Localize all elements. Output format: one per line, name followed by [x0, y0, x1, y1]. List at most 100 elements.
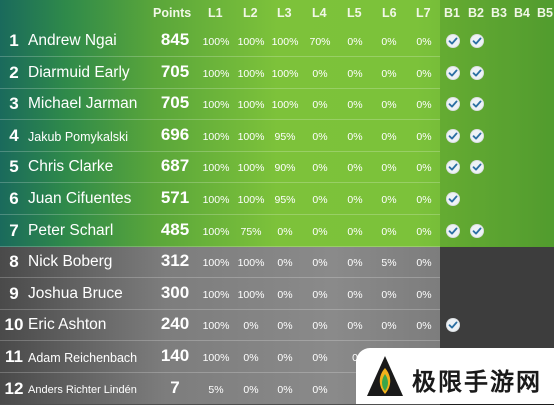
player-points: 240 — [160, 314, 190, 334]
player-name: Juan Cifuentes — [28, 190, 132, 207]
bonus-1-check-icon — [446, 160, 460, 175]
bonus-1-check-icon — [446, 128, 460, 143]
level-header-6: L6 — [382, 6, 397, 20]
level-2-score: 0% — [243, 383, 259, 396]
bonus-header-5: B5 — [537, 6, 553, 20]
level-7-score: 0% — [416, 99, 432, 112]
player-points: 687 — [160, 156, 190, 176]
level-7-score: 0% — [416, 288, 432, 301]
row-divider — [0, 150, 440, 152]
row-divider — [0, 277, 440, 279]
bonus-1-check-icon — [446, 65, 460, 80]
level-4-score: 0% — [312, 352, 328, 364]
bonus-2-check-icon — [470, 34, 484, 48]
bonus-1-check-icon — [446, 223, 460, 238]
bonus-1-check-icon — [446, 34, 460, 48]
level-5-score: 0% — [347, 130, 363, 143]
table-row: 7 Peter Scharl 485 100% 75% 0% 0% 0% 0% 0% — [0, 216, 554, 247]
level-3-score: 0% — [277, 257, 293, 270]
level-2-score: 100% — [237, 162, 265, 175]
level-7-score: 0% — [416, 257, 432, 270]
level-2-score: 100% — [237, 99, 265, 112]
bonus-2-check-icon — [470, 65, 484, 80]
table-row: 3 Michael Jarman 705 100% 100% 100% 0% 0% 0% 0% — [0, 89, 554, 121]
bonus-1-check-icon — [446, 97, 460, 112]
level-1-score: 100% — [202, 225, 230, 238]
level-3-score: 100% — [271, 67, 299, 80]
rank-number: 6 — [9, 189, 19, 208]
level-header-4: L4 — [312, 6, 327, 20]
level-2-score: 100% — [237, 130, 265, 143]
level-3-score: 0% — [277, 320, 293, 333]
rank-number: 7 — [9, 220, 19, 240]
level-3-score: 0% — [277, 225, 293, 238]
rank-number: 8 — [9, 252, 19, 272]
level-6-score: 0% — [381, 194, 397, 206]
bonus-header-2: B2 — [468, 6, 484, 20]
rank-number: 5 — [9, 157, 19, 177]
level-header-3: L3 — [277, 6, 292, 20]
level-5-score: 0% — [347, 194, 363, 206]
table-row: 10 Eric Ashton 240 100% 0% 0% 0% 0% 0% 0% — [0, 310, 554, 342]
player-name: Michael Jarman — [28, 95, 138, 113]
player-points: 705 — [160, 93, 190, 113]
bonus-1-check-icon — [446, 318, 460, 333]
rank-number: 3 — [9, 94, 19, 114]
level-3-score: 100% — [271, 99, 299, 112]
level-6-score: 0% — [381, 162, 397, 175]
level-7-score: 0% — [416, 130, 432, 143]
player-points: 140 — [160, 346, 190, 365]
bonus-2-check-icon — [470, 97, 484, 112]
level-5-score: 0% — [347, 162, 363, 175]
level-1-score: 100% — [202, 130, 230, 143]
level-3-score: 95% — [274, 130, 296, 143]
level-4-score: 0% — [312, 130, 328, 143]
player-points: 696 — [160, 124, 190, 144]
level-3-score: 0% — [277, 352, 293, 364]
level-2-score: 75% — [240, 225, 262, 238]
rank-number: 4 — [9, 125, 19, 145]
level-7-score: 0% — [416, 162, 432, 175]
table-row: 9 Joshua Bruce 300 100% 100% 0% 0% 0% 0% 0% — [0, 279, 554, 310]
bonus-2-check-icon — [470, 160, 484, 175]
level-1-score: 100% — [202, 162, 230, 175]
level-4-score: 70% — [309, 36, 331, 48]
level-3-score: 90% — [274, 162, 296, 175]
level-5-score: 0 — [352, 352, 358, 364]
table-row: 1 Andrew Ngai 845 100% 100% 100% 70% 0% 0% 0% — [0, 26, 554, 57]
level-4-score: 0% — [312, 99, 328, 112]
player-name: Anders Richter Lindén — [28, 383, 137, 396]
row-divider — [0, 182, 440, 184]
bonus-1-check-icon — [446, 192, 460, 206]
rank-number: 2 — [9, 62, 19, 82]
bonus-header-1: B1 — [444, 6, 460, 20]
level-4-score: 0% — [312, 162, 328, 175]
bonus-header-4: B4 — [514, 6, 530, 20]
level-2-score: 100% — [237, 257, 265, 270]
row-divider — [0, 245, 440, 247]
watermark-logo-icon — [367, 356, 403, 396]
level-5-score: 0% — [347, 99, 363, 112]
level-2-score: 100% — [237, 194, 265, 206]
level-1-score: 100% — [202, 36, 230, 48]
player-name: Adam Reichenbach — [28, 351, 138, 365]
level-1-score: 100% — [202, 288, 230, 301]
bonus-2-check-icon — [470, 128, 484, 143]
player-points: 845 — [160, 30, 190, 49]
level-4-score: 0% — [312, 320, 328, 333]
level-7-score: 0% — [416, 320, 432, 333]
row-divider — [0, 56, 440, 57]
level-3-score: 100% — [271, 36, 299, 48]
level-4-score: 0% — [312, 194, 328, 206]
level-6-score: 5% — [381, 257, 397, 270]
player-name: Jakub Pomykalski — [28, 129, 129, 144]
level-4-score: 0% — [312, 383, 328, 396]
level-1-score: 5% — [208, 383, 224, 396]
player-points: 485 — [160, 219, 190, 239]
level-7-score: 0% — [416, 225, 432, 238]
row-divider — [0, 214, 440, 215]
player-name: Nick Boberg — [28, 253, 113, 271]
row-divider — [0, 119, 440, 121]
level-7-score: 0% — [416, 67, 432, 80]
rank-number: 12 — [4, 378, 24, 398]
